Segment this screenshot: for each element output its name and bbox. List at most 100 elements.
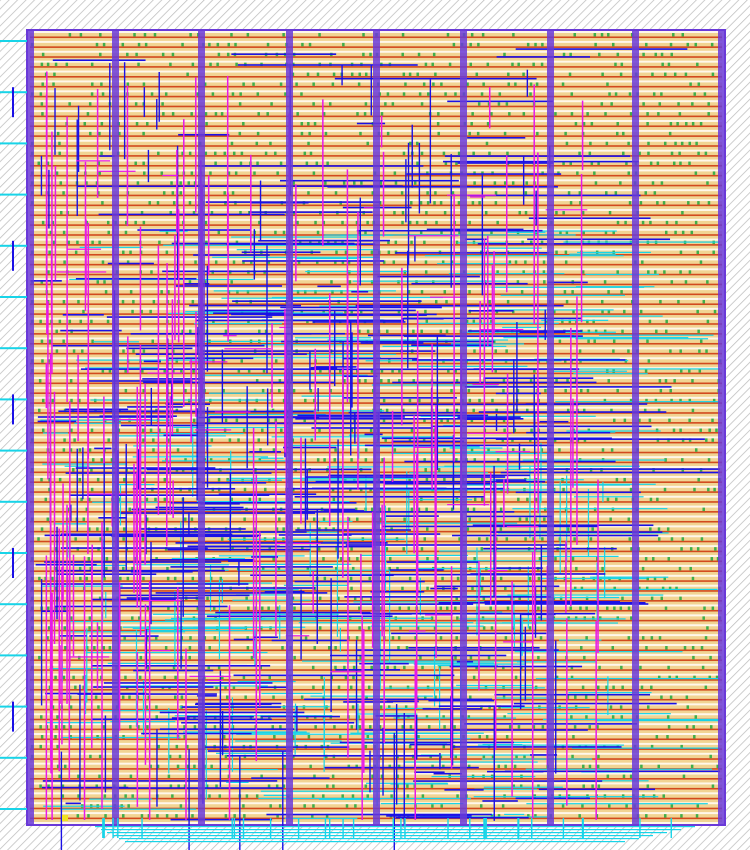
diffusion-mark (59, 320, 62, 323)
diffusion-mark (518, 211, 521, 214)
metal1-wire (254, 229, 255, 279)
diffusion-mark (714, 310, 717, 313)
metal3-wire (347, 169, 349, 402)
diffusion-mark (575, 567, 578, 570)
metal3-wire (195, 312, 197, 417)
metal1-wire (48, 170, 49, 229)
diffusion-mark (225, 755, 228, 758)
diffusion-mark (308, 735, 311, 738)
diffusion-mark (137, 63, 140, 66)
diffusion-mark (421, 547, 424, 550)
diffusion-mark (127, 577, 130, 580)
diffusion-mark (695, 715, 698, 718)
diffusion-mark (244, 695, 247, 698)
diffusion-mark (659, 636, 662, 639)
diffusion-mark (123, 478, 126, 481)
diffusion-mark (82, 310, 85, 313)
diffusion-mark (380, 379, 383, 382)
metal1-wire (124, 62, 125, 159)
diffusion-mark (312, 666, 315, 669)
diffusion-mark (346, 804, 349, 807)
diffusion-mark (664, 142, 667, 145)
diffusion-mark (601, 33, 604, 36)
diffusion-mark (177, 448, 180, 451)
metal2-wire (89, 798, 152, 799)
metal1-wire (182, 497, 183, 617)
metal2-wire (596, 230, 617, 231)
diffusion-mark (239, 132, 242, 135)
diffusion-mark (525, 181, 528, 184)
diffusion-mark (63, 676, 66, 679)
diffusion-mark (91, 63, 94, 66)
diffusion-mark (474, 498, 477, 501)
metal1-wire (249, 211, 372, 213)
metal1-wire (77, 449, 78, 532)
diffusion-mark (69, 33, 72, 36)
diffusion-mark (683, 775, 686, 778)
diffusion-mark (313, 646, 316, 649)
bottom-route-stub (102, 818, 103, 838)
metal3-wire (271, 323, 273, 408)
diffusion-mark (692, 656, 695, 659)
metal1-wire (465, 239, 486, 241)
diffusion-mark (191, 814, 194, 817)
metal1-wire (94, 448, 111, 450)
metal3-wire (409, 630, 426, 631)
diffusion-mark (350, 587, 353, 590)
diffusion-mark (526, 498, 529, 501)
diffusion-mark (705, 349, 708, 352)
diffusion-mark (645, 43, 648, 46)
diffusion-mark (209, 171, 212, 174)
metal3-wire (133, 464, 135, 593)
diffusion-mark (473, 676, 476, 679)
metal2-wire (49, 668, 102, 669)
metal1-wire (523, 156, 524, 205)
metal1-wire (180, 599, 181, 668)
diffusion-mark (421, 290, 424, 293)
metal1-wire (407, 251, 408, 368)
diffusion-mark (356, 517, 359, 520)
bottom-route-stub (582, 818, 583, 838)
metal1-wire (330, 578, 331, 712)
diffusion-mark (473, 181, 476, 184)
metal1-wire (150, 542, 151, 624)
diffusion-mark (482, 82, 485, 85)
diffusion-mark (487, 63, 490, 66)
diffusion-mark (652, 181, 655, 184)
diffusion-mark (654, 270, 657, 273)
diffusion-mark (144, 33, 147, 36)
diffusion-mark (536, 132, 539, 135)
diffusion-mark (568, 191, 571, 194)
diffusion-mark (282, 33, 285, 36)
metal3-wire (409, 235, 459, 236)
diffusion-mark (218, 231, 221, 234)
diffusion-mark (188, 181, 191, 184)
diffusion-mark (332, 784, 335, 787)
metal3-wire (97, 622, 99, 688)
metal1-wire (169, 358, 253, 360)
diffusion-mark (697, 201, 700, 204)
diffusion-mark (394, 666, 397, 669)
diffusion-mark (669, 349, 672, 352)
diffusion-mark (514, 765, 517, 768)
diffusion-mark (307, 191, 310, 194)
diffusion-mark (149, 310, 152, 313)
metal1-wire (343, 533, 440, 535)
diffusion-mark (615, 498, 618, 501)
diffusion-mark (623, 775, 626, 778)
diffusion-mark (562, 82, 565, 85)
diffusion-mark (100, 82, 103, 85)
diffusion-mark (478, 537, 481, 540)
diffusion-mark (137, 181, 140, 184)
diffusion-mark (650, 498, 653, 501)
diffusion-mark (586, 112, 589, 115)
diffusion-mark (403, 666, 406, 669)
diffusion-mark (215, 260, 218, 263)
metal3-wire (496, 451, 530, 452)
diffusion-mark (424, 310, 427, 313)
diffusion-mark (443, 745, 446, 748)
diffusion-mark (333, 725, 336, 728)
diffusion-mark (146, 122, 149, 125)
metal1-wire (272, 640, 347, 642)
